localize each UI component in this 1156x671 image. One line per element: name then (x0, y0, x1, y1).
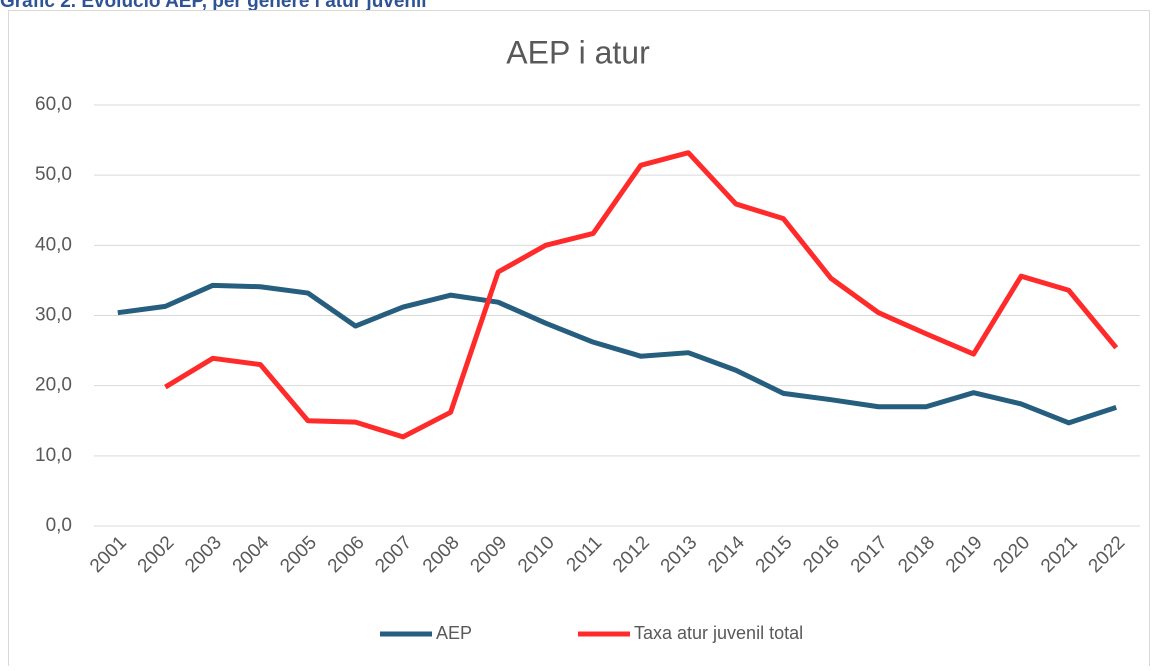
y-tick-label: 10,0 (35, 445, 72, 466)
series-line (164, 150, 1119, 440)
header-title: Gràfic 2. Evolució AEP, per gènere i atu… (0, 0, 427, 12)
y-tick-label: 50,0 (35, 164, 72, 185)
y-tick-label: 60,0 (35, 94, 72, 115)
y-tick-label: 20,0 (35, 375, 72, 396)
legend-label: AEP (436, 623, 472, 643)
y-tick-label: 0,0 (46, 515, 72, 536)
chart-title: AEP i atur (506, 34, 650, 70)
series-line (117, 282, 1118, 426)
y-tick-label: 40,0 (35, 234, 72, 255)
chart-frame (8, 10, 1150, 671)
y-tick-label: 30,0 (35, 305, 72, 326)
legend-label: Taxa atur juvenil total (634, 623, 803, 643)
